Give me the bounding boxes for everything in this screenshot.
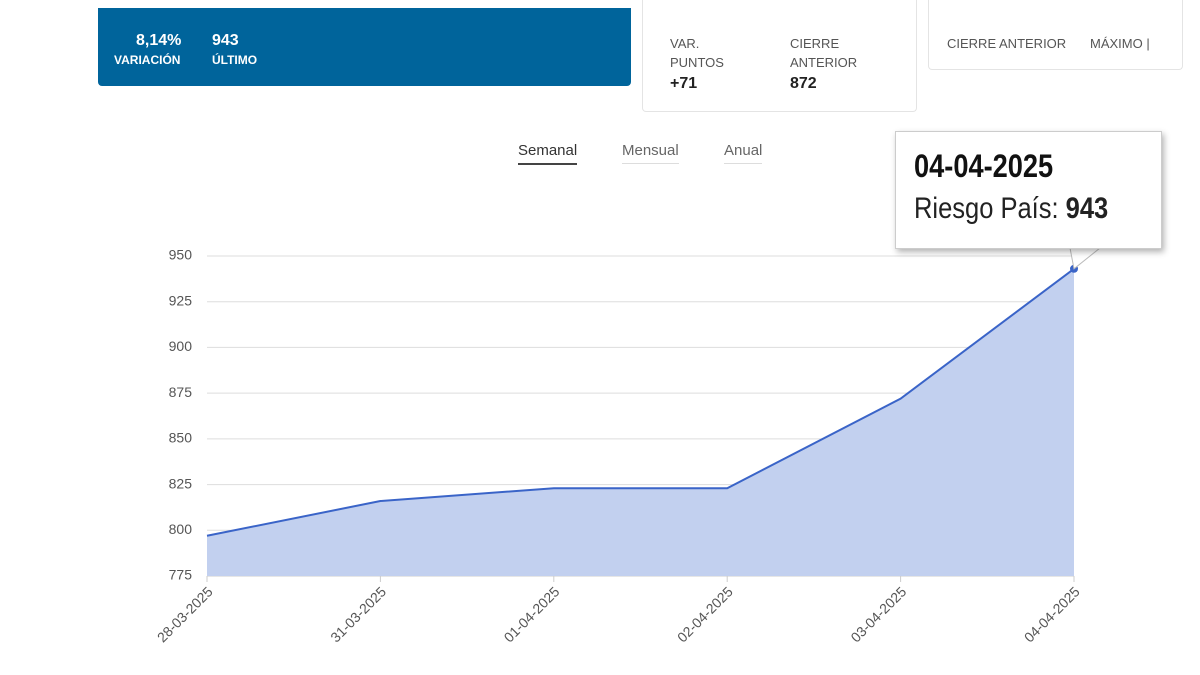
tooltip-pointer [1069,247,1101,270]
variation: 8,14% [136,32,182,49]
max-label: MÁXIMO | [1090,36,1150,51]
y-tick-label: 950 [169,247,193,263]
tab[interactable]: Anual [724,142,763,164]
tooltip-date: 04-04-2025 [914,148,1054,184]
last: 943 [212,32,239,49]
stats-card: VAR. PUNTOS +71 CIERRE ANTERIOR 872 [642,0,917,112]
tooltip: 04-04-2025 Riesgo País: 943 [895,131,1162,249]
x-tick-label: 02-04-2025 [674,583,736,645]
last-label: ÚLTIMO [212,53,258,67]
y-tick-label: 825 [169,475,193,491]
y-tick-label: 850 [169,430,193,446]
tab[interactable]: Semanal [518,142,578,165]
tab[interactable]: Mensual [622,142,679,164]
stats-card-2: CIERRE ANTERIOR MÁXIMO | [928,0,1183,70]
points: +71 [670,75,698,92]
x-tick-label: 31-03-2025 [327,583,389,645]
y-tick-label: 800 [169,521,193,537]
x-tick-label: 04-04-2025 [1021,583,1083,645]
tooltip-value: 943 [1065,192,1109,225]
y-tick-label: 775 [169,567,193,583]
points-label: VAR. PUNTOS [670,36,724,70]
tooltip-label: Riesgo País: [914,192,1059,225]
y-tick-label: 875 [169,384,193,400]
tooltip-text: Riesgo País: 943 [914,192,1108,226]
x-tick-label: 01-04-2025 [501,583,563,645]
prev-close-label: CIERRE ANTERIOR [790,36,858,70]
area [207,268,1074,576]
y-tick-label: 900 [169,338,193,354]
prev-close: 872 [790,75,817,92]
summary-card: 8,14% VARIACIÓN 943 ÚLTIMO [98,8,631,86]
x-tick-label: 03-04-2025 [847,583,909,645]
variation-label: VARIACIÓN [114,53,181,67]
y-tick-label: 925 [169,292,193,308]
line [206,267,1075,537]
prev-close-label: CIERRE ANTERIOR [947,36,1067,51]
x-tick-label: 28-03-2025 [154,583,216,645]
